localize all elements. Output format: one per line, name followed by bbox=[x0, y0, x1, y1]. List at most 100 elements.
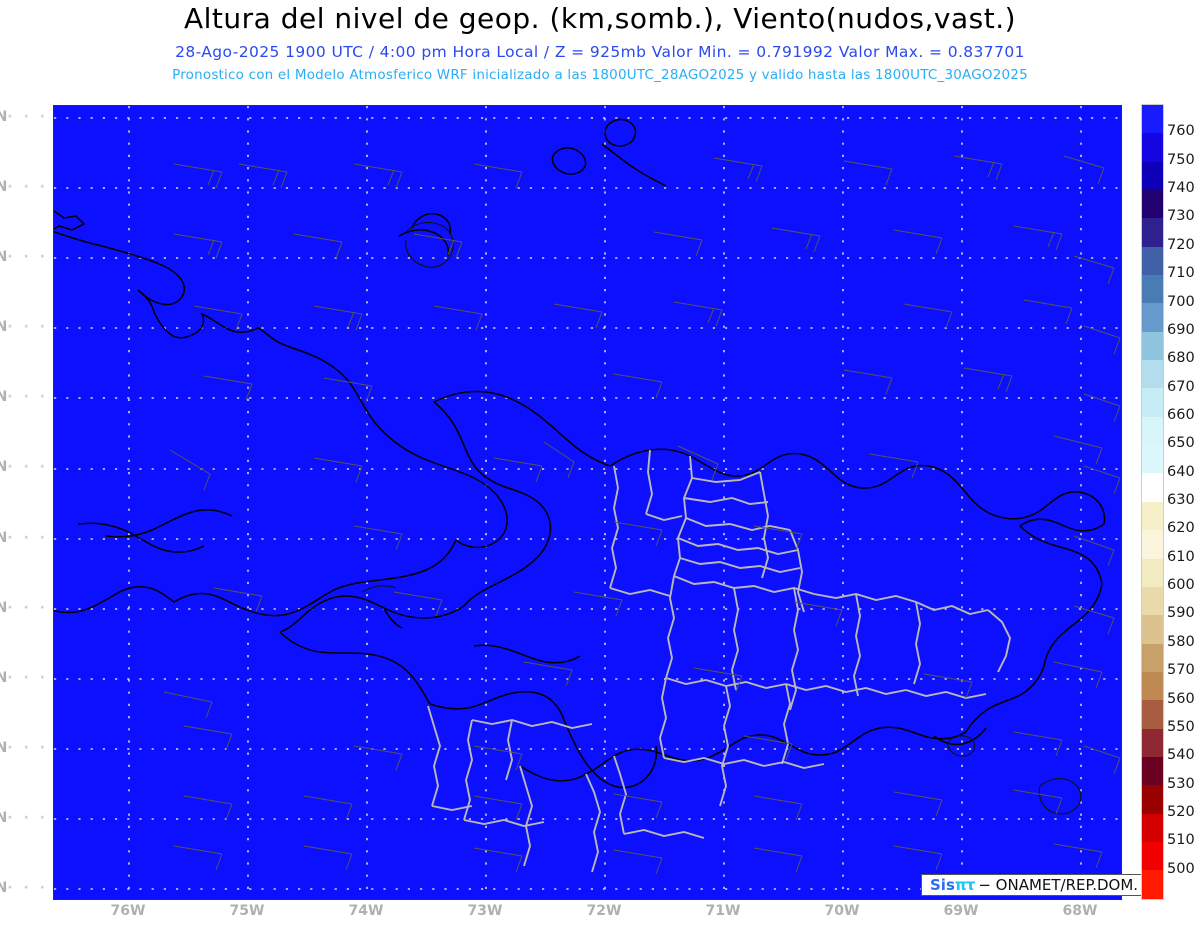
wind-barb bbox=[523, 661, 573, 687]
wind-barb bbox=[313, 457, 363, 483]
wind-barb bbox=[1053, 661, 1103, 689]
wind-barb bbox=[1073, 605, 1115, 635]
wind-barb bbox=[903, 303, 953, 329]
wind-barb bbox=[473, 163, 523, 189]
wind-barb bbox=[613, 793, 663, 819]
wind-barb bbox=[613, 373, 663, 399]
wind-barb bbox=[753, 847, 803, 873]
wind-barb bbox=[1083, 465, 1121, 495]
x-axis-label: 68W bbox=[1062, 903, 1098, 919]
map-plot-area[interactable] bbox=[53, 105, 1122, 900]
wind-barb bbox=[353, 525, 403, 551]
wind-barb bbox=[473, 847, 523, 873]
wind-barb bbox=[613, 849, 663, 875]
colorbar-cell bbox=[1142, 841, 1163, 871]
wind-barb bbox=[203, 375, 253, 401]
wind-barb bbox=[433, 305, 483, 331]
y-axis-label: 0.5N· · · bbox=[0, 319, 48, 336]
wind-barb bbox=[313, 305, 363, 331]
x-axis-label: 74W bbox=[348, 903, 384, 919]
wind-barb bbox=[543, 441, 575, 479]
wind-barb bbox=[323, 377, 373, 403]
wind-barb bbox=[753, 525, 803, 551]
wind-barbs-layer bbox=[163, 155, 1121, 875]
colorbar-cell bbox=[1142, 360, 1163, 389]
wind-barb bbox=[173, 233, 223, 259]
wind-barb bbox=[1073, 535, 1115, 567]
y-axis-label: 6.5N· · · bbox=[0, 880, 48, 896]
wind-barb bbox=[169, 449, 211, 491]
map-canvas bbox=[54, 106, 1121, 899]
colorbar-cell bbox=[1142, 870, 1163, 899]
wind-barb bbox=[843, 160, 893, 186]
logo-tt-icon: πτ bbox=[954, 876, 975, 894]
colorbar-cell bbox=[1142, 133, 1163, 162]
colorbar-tick-label: 660 bbox=[1167, 406, 1195, 423]
wind-barb bbox=[743, 735, 793, 761]
colorbar-tick-label: 600 bbox=[1167, 577, 1195, 594]
colorbar-cell bbox=[1142, 161, 1163, 191]
colorbar-cell bbox=[1142, 558, 1163, 587]
wind-barb bbox=[393, 591, 443, 617]
y-axis-label: 17N· · · bbox=[0, 809, 48, 826]
colorbar-tick-label: 590 bbox=[1167, 605, 1195, 622]
colorbar-tick-label: 680 bbox=[1167, 350, 1195, 367]
colorbar-tick-label: 670 bbox=[1167, 378, 1195, 395]
colorbar-tick-label: 640 bbox=[1167, 463, 1195, 480]
province-boundaries bbox=[427, 449, 1012, 873]
colorbar-tick-label: 750 bbox=[1167, 151, 1195, 168]
y-axis-label: 22N· · · bbox=[0, 109, 48, 125]
coastline-small-islands-north bbox=[398, 118, 667, 268]
colorbar-cell bbox=[1142, 586, 1163, 616]
coastline-dominican-republic bbox=[77, 448, 1106, 815]
colorbar-tick-label: 630 bbox=[1167, 492, 1195, 508]
wind-barb bbox=[183, 725, 233, 751]
colorbar[interactable] bbox=[1141, 104, 1164, 900]
wind-barb bbox=[893, 845, 943, 871]
x-axis-label: 76W bbox=[110, 903, 146, 919]
y-axis-label: 18N· · · bbox=[0, 669, 48, 686]
y-axis-label: 9.5N· · · bbox=[0, 459, 48, 476]
x-axis-label: 75W bbox=[229, 903, 265, 919]
colorbar-cell bbox=[1142, 643, 1163, 672]
attribution-logo: Sis πτ − ONAMET/REP.DOM. bbox=[921, 874, 1148, 896]
colorbar-cell bbox=[1142, 813, 1163, 842]
colorbar-cell bbox=[1142, 416, 1163, 446]
wind-barb bbox=[473, 795, 523, 821]
wind-barb bbox=[413, 233, 463, 259]
colorbar-tick-label: 520 bbox=[1167, 803, 1195, 820]
colorbar-cell bbox=[1142, 246, 1163, 276]
wind-barb bbox=[353, 745, 403, 771]
wind-barb bbox=[953, 155, 1003, 181]
wind-barb bbox=[713, 157, 763, 183]
wind-barb bbox=[677, 445, 719, 481]
colorbar-cell bbox=[1142, 473, 1163, 502]
colorbar-cell bbox=[1142, 218, 1163, 247]
colorbar-tick-label: 620 bbox=[1167, 520, 1195, 537]
coastline-hispaniola bbox=[279, 390, 611, 721]
wind-barb bbox=[193, 305, 243, 331]
wind-barb bbox=[1023, 299, 1073, 325]
x-axis-label: 72W bbox=[586, 903, 622, 919]
colorbar-tick-label: 560 bbox=[1167, 690, 1195, 707]
wind-barb bbox=[923, 673, 973, 699]
subtitle-model-info: Pronostico con el Modelo Atmosferico WRF… bbox=[172, 67, 1028, 83]
y-axis-label: 8.5N· · · bbox=[0, 599, 48, 616]
colorbar-cell bbox=[1142, 728, 1163, 757]
colorbar-cell bbox=[1142, 530, 1163, 559]
y-axis-label: 7.5N· · · bbox=[0, 739, 48, 756]
logo-org-text: − ONAMET/REP.DOM. bbox=[978, 876, 1139, 894]
colorbar-tick-label: 610 bbox=[1167, 548, 1195, 565]
wind-barb bbox=[893, 791, 943, 817]
wind-barb bbox=[771, 227, 821, 253]
wind-barb bbox=[553, 303, 603, 329]
colorbar-tick-label: 700 bbox=[1167, 293, 1195, 310]
wind-barb bbox=[1083, 393, 1121, 423]
colorbar-cell bbox=[1142, 615, 1163, 644]
wind-barb bbox=[173, 845, 223, 871]
logo-sis-text: Sis bbox=[930, 876, 955, 894]
y-axis-label: 19N· · · bbox=[0, 529, 48, 546]
x-axis-label: 71W bbox=[705, 903, 741, 919]
colorbar-cell bbox=[1142, 331, 1163, 361]
colorbar-tick-label: 760 bbox=[1167, 123, 1195, 140]
